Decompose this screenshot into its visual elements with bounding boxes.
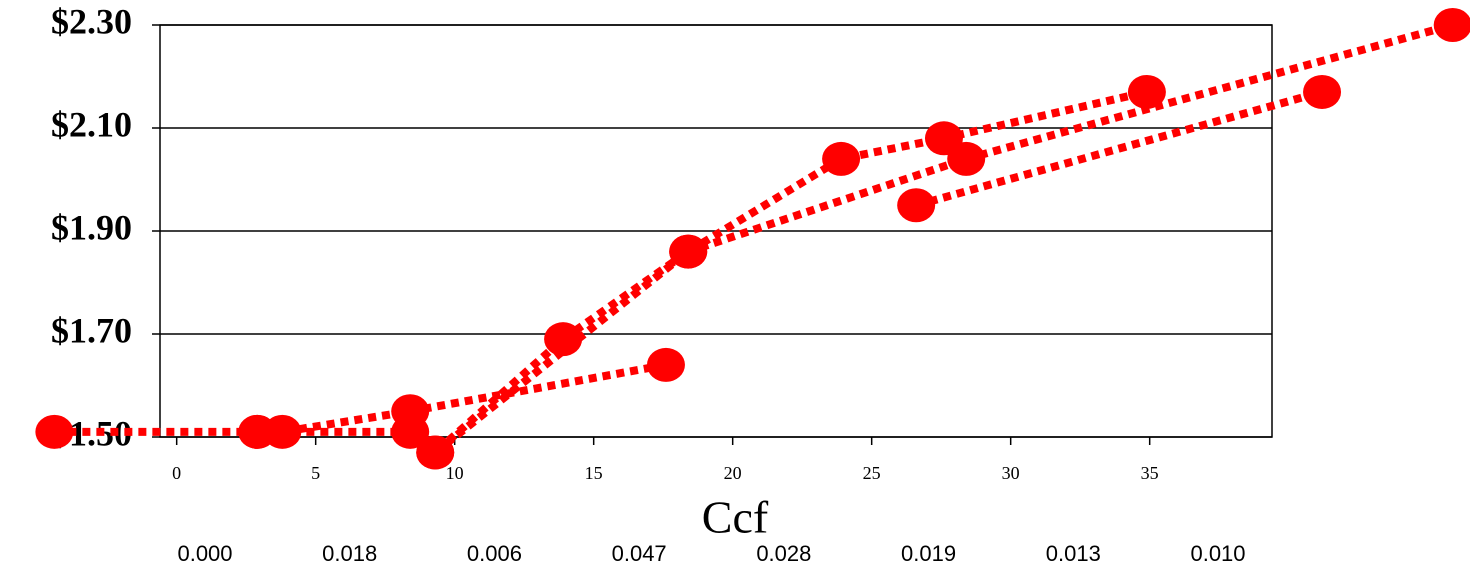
data-point (822, 141, 861, 176)
data-point (1127, 74, 1166, 109)
trend-line (432, 21, 1454, 456)
x-tick-label: 15 (585, 463, 603, 483)
data-point (391, 394, 430, 429)
data-point (544, 322, 583, 357)
x-sublabel: 0.010 (1190, 541, 1245, 566)
data-point (263, 414, 302, 449)
data-point (669, 234, 708, 269)
data-point (1433, 8, 1470, 42)
x-tick-label: 30 (1002, 463, 1020, 483)
x-sublabel: 0.028 (756, 541, 811, 566)
x-axis-title: Ccf (702, 492, 769, 543)
x-tick-label: 10 (446, 463, 464, 483)
x-tick-label: 0 (172, 463, 181, 483)
x-tick-label: 25 (863, 463, 881, 483)
y-tick-label: $2.10 (51, 104, 132, 144)
trend-line (54, 88, 1148, 458)
y-tick-label: $1.70 (51, 310, 132, 350)
data-point (416, 435, 455, 470)
x-sublabel: 0.047 (612, 541, 667, 566)
x-sublabel: 0.000 (177, 541, 232, 566)
x-sublabel: 0.018 (322, 541, 377, 566)
trend-line (257, 360, 667, 436)
data-point (897, 188, 936, 223)
y-tick-label: $2.30 (51, 1, 132, 41)
x-tick-label: 35 (1141, 463, 1159, 483)
x-tick-label: 5 (311, 463, 320, 483)
x-sublabel: 0.006 (467, 541, 522, 566)
data-point (1303, 74, 1342, 109)
y-tick-label: $1.90 (51, 207, 132, 247)
data-point (35, 414, 74, 449)
x-tick-label: 20 (724, 463, 742, 483)
x-sublabel: 0.013 (1046, 541, 1101, 566)
trend-line (915, 88, 1324, 210)
data-point (646, 347, 685, 382)
data-point (947, 141, 986, 176)
x-sublabel: 0.019 (901, 541, 956, 566)
